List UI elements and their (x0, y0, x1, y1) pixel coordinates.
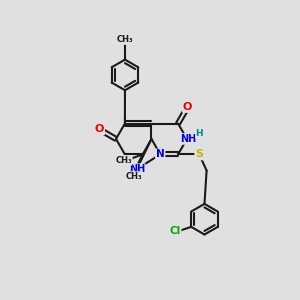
Text: O: O (95, 124, 104, 134)
Text: Cl: Cl (169, 226, 181, 236)
Text: O: O (183, 102, 192, 112)
Text: N: N (156, 149, 165, 159)
Text: CH₃: CH₃ (126, 172, 142, 181)
Text: NH: NH (180, 134, 196, 144)
Text: S: S (195, 149, 203, 159)
Text: H: H (196, 129, 203, 138)
Text: NH: NH (129, 164, 145, 174)
Text: CH₃: CH₃ (117, 35, 133, 44)
Text: CH₃: CH₃ (115, 156, 132, 165)
